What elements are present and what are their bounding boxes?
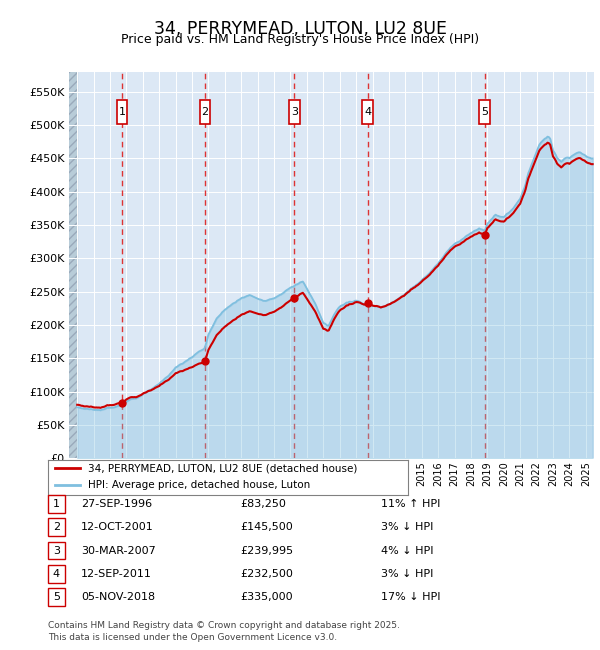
Text: 12-SEP-2011: 12-SEP-2011 — [81, 569, 152, 579]
Text: 5: 5 — [53, 592, 60, 603]
Text: 1: 1 — [53, 499, 60, 509]
Text: 17% ↓ HPI: 17% ↓ HPI — [381, 592, 440, 603]
Text: 3% ↓ HPI: 3% ↓ HPI — [381, 522, 433, 532]
Bar — [362, 100, 373, 124]
Text: £232,500: £232,500 — [240, 569, 293, 579]
Bar — [117, 100, 127, 124]
Text: 4: 4 — [53, 569, 60, 579]
Bar — [69, 72, 77, 458]
Text: 3: 3 — [291, 107, 298, 117]
Text: 4: 4 — [364, 107, 371, 117]
Bar — [479, 100, 490, 124]
Text: 12-OCT-2001: 12-OCT-2001 — [81, 522, 154, 532]
Text: 11% ↑ HPI: 11% ↑ HPI — [381, 499, 440, 509]
Text: 2: 2 — [201, 107, 208, 117]
Text: HPI: Average price, detached house, Luton: HPI: Average price, detached house, Luto… — [88, 480, 310, 490]
Text: 4% ↓ HPI: 4% ↓ HPI — [381, 545, 433, 556]
Bar — [289, 100, 300, 124]
Text: 3: 3 — [53, 545, 60, 556]
Text: 34, PERRYMEAD, LUTON, LU2 8UE: 34, PERRYMEAD, LUTON, LU2 8UE — [154, 20, 446, 38]
Text: 5: 5 — [481, 107, 488, 117]
Text: £145,500: £145,500 — [240, 522, 293, 532]
Text: £83,250: £83,250 — [240, 499, 286, 509]
Text: £335,000: £335,000 — [240, 592, 293, 603]
Text: 2: 2 — [53, 522, 60, 532]
Text: 30-MAR-2007: 30-MAR-2007 — [81, 545, 156, 556]
Text: 1: 1 — [119, 107, 125, 117]
Bar — [200, 100, 210, 124]
Text: 34, PERRYMEAD, LUTON, LU2 8UE (detached house): 34, PERRYMEAD, LUTON, LU2 8UE (detached … — [88, 463, 357, 473]
Text: Price paid vs. HM Land Registry's House Price Index (HPI): Price paid vs. HM Land Registry's House … — [121, 32, 479, 46]
Text: Contains HM Land Registry data © Crown copyright and database right 2025.
This d: Contains HM Land Registry data © Crown c… — [48, 621, 400, 642]
Text: £239,995: £239,995 — [240, 545, 293, 556]
Text: 3% ↓ HPI: 3% ↓ HPI — [381, 569, 433, 579]
Text: 05-NOV-2018: 05-NOV-2018 — [81, 592, 155, 603]
Bar — [69, 72, 77, 458]
Text: 27-SEP-1996: 27-SEP-1996 — [81, 499, 152, 509]
